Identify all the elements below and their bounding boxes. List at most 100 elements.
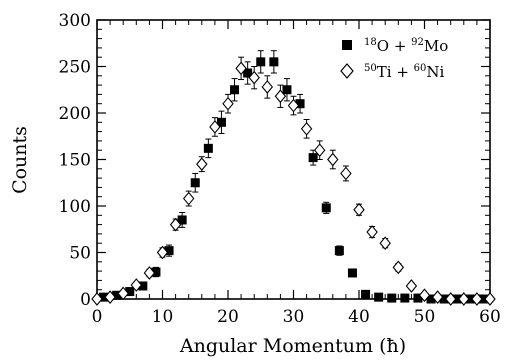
x-tick-label: 0	[92, 307, 103, 327]
data-point	[308, 153, 318, 163]
y-tick-label: 0	[80, 290, 91, 310]
data-point	[452, 294, 462, 304]
data-point	[243, 68, 253, 78]
data-point	[182, 191, 195, 206]
data-point	[471, 292, 483, 306]
data-point	[295, 99, 305, 109]
data-point	[190, 178, 200, 188]
series-1	[99, 50, 488, 304]
legend-s1-plus: +	[389, 37, 411, 55]
data-point	[347, 268, 357, 278]
data-point	[458, 292, 470, 306]
legend-label-series-2: 50Ti + 60Ni	[364, 63, 445, 81]
data-point	[177, 215, 187, 225]
data-point	[465, 294, 475, 304]
y-tick-label: 100	[59, 197, 91, 217]
data-point	[269, 57, 279, 67]
data-point	[196, 157, 208, 172]
series-2	[91, 56, 496, 306]
x-tick-label: 60	[479, 307, 501, 327]
x-tick-label: 20	[217, 307, 239, 327]
data-point	[374, 292, 384, 302]
legend-s1-b-sym: Mo	[424, 37, 448, 55]
data-point	[313, 143, 326, 158]
data-point	[117, 286, 129, 301]
data-point	[156, 245, 169, 260]
data-point	[361, 289, 371, 299]
data-point	[104, 290, 116, 304]
legend-label-series-1: 18O + 92Mo	[364, 37, 448, 55]
x-tick-label: 50	[414, 307, 436, 327]
legend: 18O + 92Mo 50Ti + 60Ni	[340, 37, 448, 81]
legend-s2-a-sym: Ti	[377, 63, 392, 81]
data-point	[91, 292, 103, 306]
data-point	[282, 85, 292, 95]
data-point	[366, 225, 378, 239]
data-point	[379, 236, 391, 251]
data-point	[164, 246, 174, 256]
legend-s2-b-sym: Ni	[426, 63, 444, 81]
legend-s2-a-mass: 50	[364, 63, 377, 74]
data-point	[216, 117, 226, 127]
data-point	[321, 203, 331, 213]
legend-marker-filled-square	[342, 40, 352, 50]
data-point	[112, 290, 122, 300]
data-point	[392, 260, 405, 275]
data-point	[143, 266, 156, 280]
data-point	[405, 279, 418, 293]
data-point	[353, 202, 365, 217]
data-point	[222, 96, 234, 111]
data-point	[274, 89, 287, 104]
y-axis-label: Counts	[9, 126, 31, 194]
data-point	[431, 290, 444, 304]
data-point	[444, 292, 457, 306]
data-point	[387, 293, 397, 303]
data-point	[99, 292, 109, 302]
x-tick-label: 30	[283, 307, 305, 327]
data-point	[151, 267, 161, 277]
y-tick-label: 250	[59, 58, 91, 78]
y-tick-label: 300	[59, 11, 91, 31]
data-point	[138, 281, 148, 291]
data-point	[418, 288, 431, 303]
x-tick-label: 10	[152, 307, 174, 327]
legend-s1-a-mass: 18	[364, 37, 377, 48]
legend-s1-a-sym: O	[377, 37, 389, 55]
y-tick-label: 150	[59, 151, 91, 171]
data-marks	[91, 50, 496, 306]
legend-s1-b-mass: 92	[411, 37, 424, 48]
data-point	[248, 70, 260, 85]
data-point	[340, 166, 352, 181]
legend-marker-open-diamond	[340, 63, 354, 79]
x-axis-label: Angular Momentum (ħ)	[179, 335, 406, 357]
data-point	[261, 80, 274, 94]
data-point	[209, 120, 221, 134]
y-tick-label: 50	[69, 244, 91, 264]
data-point	[235, 61, 247, 76]
data-point	[300, 121, 313, 136]
data-point	[203, 143, 213, 153]
plot-area-border	[96, 19, 491, 300]
x-tick-label: 40	[348, 307, 370, 327]
data-point	[400, 293, 410, 303]
axis-ticks	[96, 19, 491, 300]
data-point	[334, 246, 344, 256]
data-point	[439, 294, 449, 304]
axes-frame	[96, 19, 491, 300]
data-point	[256, 57, 266, 67]
legend-s2-plus: +	[392, 63, 414, 81]
y-tick-label: 200	[59, 104, 91, 124]
data-point	[130, 278, 143, 292]
data-point	[125, 287, 135, 297]
data-point	[230, 85, 240, 95]
data-point	[413, 293, 423, 303]
data-point	[287, 98, 300, 113]
data-point	[169, 217, 182, 232]
legend-entry-series-2: 50Ti + 60Ni	[340, 63, 445, 81]
legend-s2-b-mass: 60	[414, 63, 427, 74]
data-point	[426, 294, 436, 304]
data-point	[478, 294, 488, 304]
legend-entry-series-1: 18O + 92Mo	[342, 37, 448, 55]
axis-tick-labels: 0 10 20 30 40 50 60 0 50 100 150 200 250 300	[59, 11, 501, 327]
